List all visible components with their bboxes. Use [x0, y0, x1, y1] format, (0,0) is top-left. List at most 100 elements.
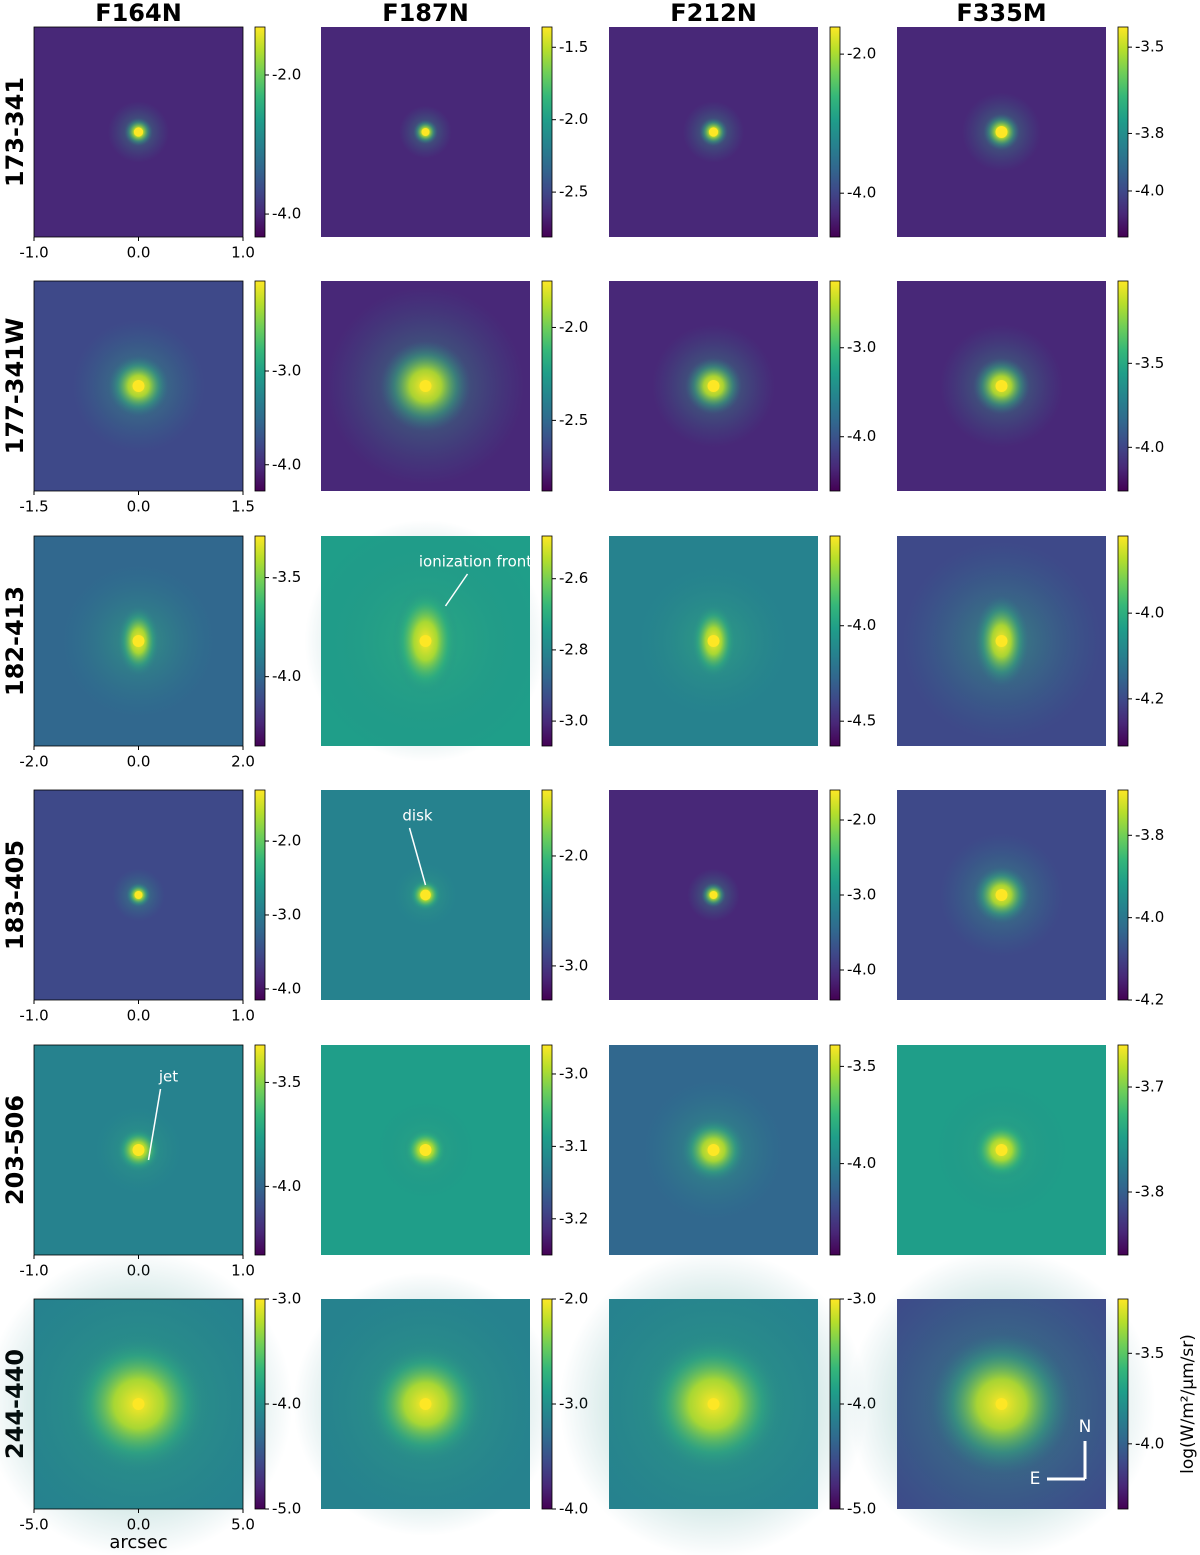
x-tick-label: 1.0 [231, 1262, 255, 1280]
x-tick-label: -5.0 [19, 1516, 48, 1534]
colorbar-tick-label: -4.0 [272, 455, 301, 473]
colorbar [254, 535, 266, 747]
x-tick-label: 5.0 [231, 1516, 255, 1534]
x-tick-label: -1.0 [19, 1007, 48, 1025]
colorbar-tick-label: -4.2 [1135, 991, 1164, 1009]
x-tick-label: 1.0 [231, 244, 255, 262]
image-core [419, 1144, 432, 1156]
image-core [419, 1398, 432, 1410]
colorbar [1117, 1298, 1129, 1510]
colorbar [829, 280, 841, 492]
colorbar [541, 1044, 553, 1256]
row-label: 182-413 [1, 586, 29, 696]
x-tick-label: -1.5 [19, 498, 48, 516]
colorbar-tick-label: -3.0 [847, 338, 876, 356]
colorbar-tick-label: -2.0 [272, 832, 301, 850]
colorbar-tick-label: -2.0 [559, 318, 588, 336]
colorbar-tick-label: -2.5 [559, 183, 588, 201]
image-core [419, 380, 432, 392]
x-axis-label: arcsec [109, 1532, 167, 1553]
image-core [707, 635, 720, 647]
colorbar-tick-label: -3.8 [1135, 1183, 1164, 1201]
row-label: 203-506 [1, 1095, 29, 1205]
colorbar-tick-label: -3.5 [1135, 1344, 1164, 1362]
colorbar [541, 26, 553, 238]
row-label: 173-341 [1, 77, 29, 187]
colorbar [254, 26, 266, 238]
image-core [995, 126, 1008, 138]
colorbar-tick-label: -3.0 [847, 1290, 876, 1308]
colorbar-tick-label: -2.8 [559, 640, 588, 658]
x-tick-label: 0.0 [127, 498, 151, 516]
compass-label: E [1030, 1469, 1041, 1489]
image-core [132, 635, 145, 647]
colorbar-tick-label: -3.5 [272, 1073, 301, 1091]
colorbar-tick-label: -2.0 [847, 45, 876, 63]
x-tick-label: 2.0 [231, 753, 255, 771]
image-core [995, 889, 1008, 901]
colorbar-tick-label: -4.0 [847, 961, 876, 979]
image-core [132, 1144, 145, 1156]
colorbar-tick-label: -4.0 [847, 427, 876, 445]
colorbar-tick-label: -5.0 [272, 1500, 301, 1518]
image-core [995, 635, 1008, 647]
x-tick-label: 0.0 [127, 244, 151, 262]
colorbar-tick-label: -3.5 [847, 1057, 876, 1075]
colorbar-tick-label: -4.2 [1135, 689, 1164, 707]
colorbar-tick-label: -3.0 [272, 905, 301, 923]
row-label: 183-405 [1, 840, 29, 950]
colorbar-tick-label: -2.0 [847, 811, 876, 829]
annotation: ionization front [419, 553, 532, 571]
colorbar [1117, 535, 1129, 747]
colorbar [541, 280, 553, 492]
image-core [134, 891, 143, 899]
colorbar [254, 280, 266, 492]
colorbar-tick-label: -4.0 [272, 979, 301, 997]
colorbar-tick-label: -5.0 [847, 1500, 876, 1518]
image-core [995, 1144, 1008, 1156]
x-tick-label: -1.0 [19, 244, 48, 262]
colorbar-tick-label: -4.0 [1135, 604, 1164, 622]
colorbar [829, 1044, 841, 1256]
x-tick-label: 1.5 [231, 498, 255, 516]
x-tick-label: 0.0 [127, 753, 151, 771]
colorbar-tick-label: -3.5 [272, 568, 301, 586]
colorbar [254, 1298, 266, 1510]
colorbar-tick-label: -3.5 [1135, 38, 1164, 56]
colorbar-tick-label: -2.0 [559, 110, 588, 128]
column-title: F212N [670, 0, 757, 27]
image-core [421, 128, 430, 136]
annotation: disk [402, 807, 433, 825]
colorbar [1117, 789, 1129, 1001]
annotation-line [444, 573, 469, 607]
colorbar-tick-label: -3.7 [1135, 1078, 1164, 1096]
x-tick-label: -2.0 [19, 753, 48, 771]
x-tick-label: -1.0 [19, 1262, 48, 1280]
colorbar-tick-label: -1.5 [559, 38, 588, 56]
colorbar-tick-label: -4.0 [272, 1177, 301, 1195]
colorbar [541, 1298, 553, 1510]
colorbar-tick-label: -3.0 [559, 1064, 588, 1082]
colorbar-tick-label: -4.5 [847, 712, 876, 730]
image-core [709, 891, 718, 899]
colorbar [1117, 1044, 1129, 1256]
image-core [132, 1398, 145, 1410]
colorbar-tick-label: -3.2 [559, 1209, 588, 1227]
image-core [707, 380, 720, 392]
image-core [132, 380, 145, 392]
x-tick-label: 0.0 [127, 1516, 151, 1534]
colorbar-tick-label: -3.0 [272, 362, 301, 380]
colorbar-tick-label: -4.0 [272, 667, 301, 685]
colorbar [1117, 26, 1129, 238]
colorbar [541, 535, 553, 747]
colorbar-tick-label: -2.5 [559, 411, 588, 429]
colorbar-tick-label: -4.0 [272, 205, 301, 223]
colorbar-tick-label: -4.0 [1135, 908, 1164, 926]
colorbar-tick-label: -3.8 [1135, 826, 1164, 844]
colorbar-tick-label: -3.1 [559, 1137, 588, 1155]
colorbar [829, 535, 841, 747]
colorbar-tick-label: -4.0 [847, 616, 876, 634]
image-core [420, 889, 431, 901]
row-label: 177-341W [1, 318, 29, 455]
